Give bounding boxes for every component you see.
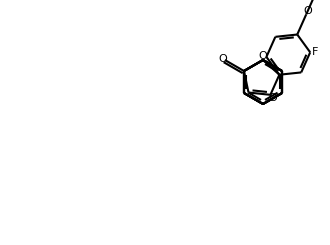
Text: O: O bbox=[304, 6, 312, 16]
Text: O: O bbox=[259, 51, 267, 61]
Text: F: F bbox=[312, 47, 318, 57]
Text: O: O bbox=[268, 93, 277, 103]
Text: O: O bbox=[218, 53, 227, 63]
